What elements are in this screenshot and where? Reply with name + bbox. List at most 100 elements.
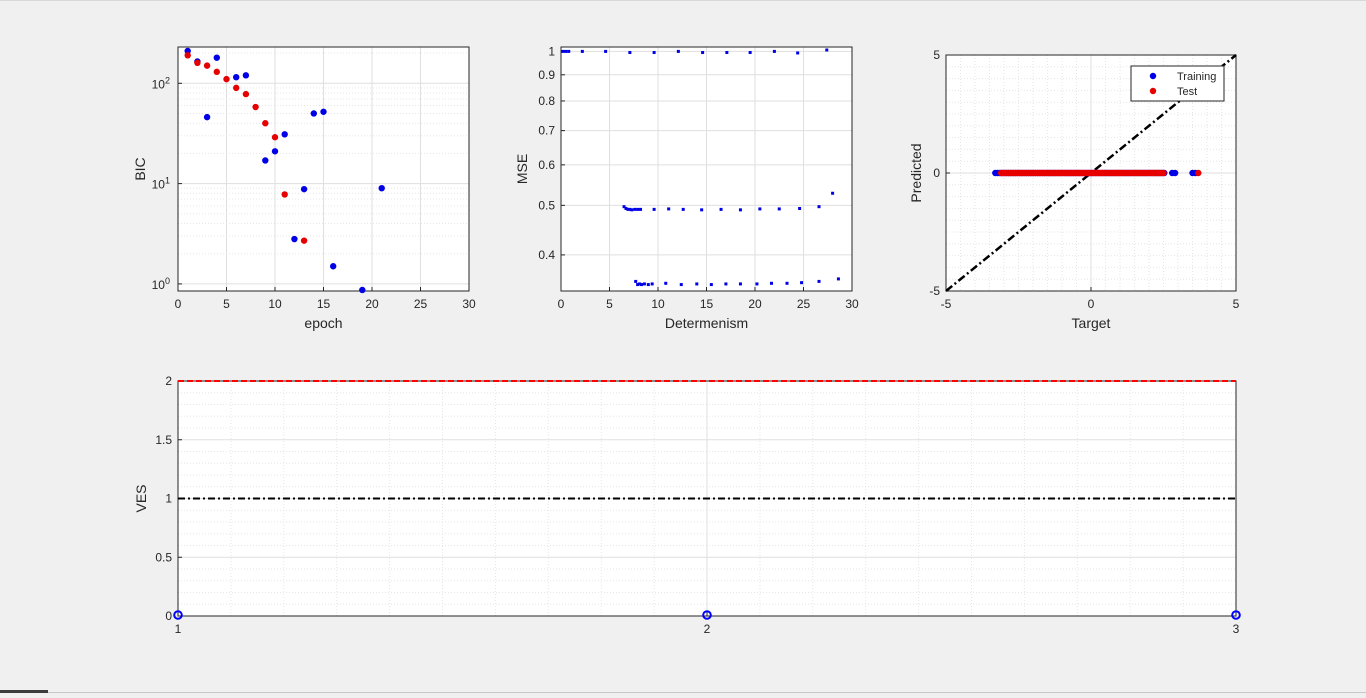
axes-frame — [560, 46, 853, 292]
data-point — [359, 286, 366, 294]
data-point — [271, 148, 279, 155]
data-point — [701, 51, 705, 55]
data-point — [636, 283, 640, 287]
data-point — [233, 73, 240, 81]
y-axis-label: BIC — [132, 157, 148, 180]
data-point — [310, 110, 317, 117]
x-axis-label: Determenism — [665, 315, 748, 331]
y-tick-label: 5 — [933, 48, 940, 62]
x-tick-label: 0 — [1088, 297, 1095, 311]
data-point — [831, 191, 835, 195]
data-point — [567, 49, 571, 53]
data-point — [817, 205, 821, 209]
y-tick-label: 102 — [152, 75, 170, 91]
y-tick-label: 2 — [165, 374, 172, 388]
data-point — [291, 235, 298, 243]
x-axis-label: Target — [1072, 315, 1111, 331]
data-point — [281, 131, 288, 138]
data-point — [639, 207, 643, 211]
x-tick-label: 5 — [1233, 297, 1240, 311]
data-point — [628, 207, 632, 211]
y-tick-label: 0 — [165, 609, 172, 623]
data-point — [213, 68, 220, 76]
data-point — [769, 281, 773, 285]
data-point — [378, 184, 385, 192]
data-point — [330, 263, 337, 270]
axes-frame — [177, 46, 470, 292]
data-point — [633, 207, 637, 211]
data-point — [213, 54, 220, 61]
legend-label: Test — [1177, 86, 1197, 98]
data-point — [798, 206, 802, 210]
y-tick-label: 0.7 — [538, 124, 555, 138]
data-point — [738, 208, 742, 212]
data-point — [300, 185, 308, 193]
data-point — [836, 277, 840, 281]
data-point — [203, 62, 211, 69]
data-point — [800, 281, 804, 285]
data-point — [626, 207, 630, 211]
data-point — [223, 75, 230, 83]
data-point — [173, 610, 183, 620]
data-point — [242, 90, 250, 98]
x-tick-label: 25 — [414, 297, 428, 311]
data-point — [281, 191, 288, 198]
data-point — [320, 108, 327, 115]
data-point-test — [1195, 169, 1202, 177]
x-tick-label: 0 — [558, 297, 565, 311]
y-tick-label: 0.6 — [538, 158, 555, 172]
data-point — [785, 281, 789, 285]
y-tick-label: 1 — [165, 492, 172, 506]
data-point — [271, 134, 279, 141]
data-point — [300, 237, 308, 244]
taskbar-edge — [0, 690, 48, 693]
y-tick-label: 1.5 — [155, 433, 172, 447]
x-tick-label: 5 — [606, 297, 613, 311]
data-point — [679, 283, 683, 287]
data-point — [724, 282, 728, 286]
data-point — [564, 49, 568, 53]
x-tick-label: 15 — [700, 297, 714, 311]
data-point — [640, 283, 644, 287]
y-axis-label: MSE — [514, 154, 530, 184]
x-tick-label: -5 — [941, 297, 952, 311]
y-tick-label: 0.4 — [538, 248, 555, 262]
data-point — [738, 282, 742, 286]
data-point — [695, 282, 699, 286]
axes-1: 0 5 10 15 20 25 30 100 101 102 epoch BIC — [132, 46, 476, 331]
data-point — [702, 610, 712, 620]
axes-3: -5 0 5 -5 0 5 Target Predicted Training Test — [908, 48, 1240, 331]
data-point — [652, 51, 656, 55]
data-point — [622, 205, 626, 209]
x-tick-label: 1 — [175, 622, 182, 636]
data-point — [184, 52, 191, 59]
data-point — [580, 49, 584, 53]
x-tick-label: 15 — [317, 297, 331, 311]
y-tick-label: 0.5 — [538, 198, 555, 212]
data-point — [755, 282, 759, 286]
x-tick-label: 3 — [1233, 622, 1240, 636]
data-point — [252, 103, 259, 111]
data-point — [638, 282, 642, 286]
legend: Training Test — [1130, 65, 1225, 102]
axes-4: 1 2 3 0 0.5 1 1.5 2 VES — [133, 374, 1241, 636]
data-point — [817, 279, 821, 283]
x-tick-label: 30 — [845, 297, 859, 311]
data-point — [604, 49, 608, 53]
data-point — [262, 157, 269, 164]
data-point-test — [1160, 169, 1167, 177]
x-axis-label: epoch — [304, 315, 342, 331]
data-point — [676, 49, 680, 53]
data-point — [681, 207, 685, 211]
data-point — [777, 207, 781, 211]
data-point — [652, 207, 656, 211]
data-point — [203, 113, 211, 121]
y-tick-label: 0.9 — [538, 68, 555, 82]
y-tick-label: 1 — [548, 44, 555, 58]
data-point — [194, 59, 201, 67]
x-tick-label: 5 — [223, 297, 230, 311]
data-point — [664, 281, 668, 285]
data-point — [700, 208, 704, 212]
